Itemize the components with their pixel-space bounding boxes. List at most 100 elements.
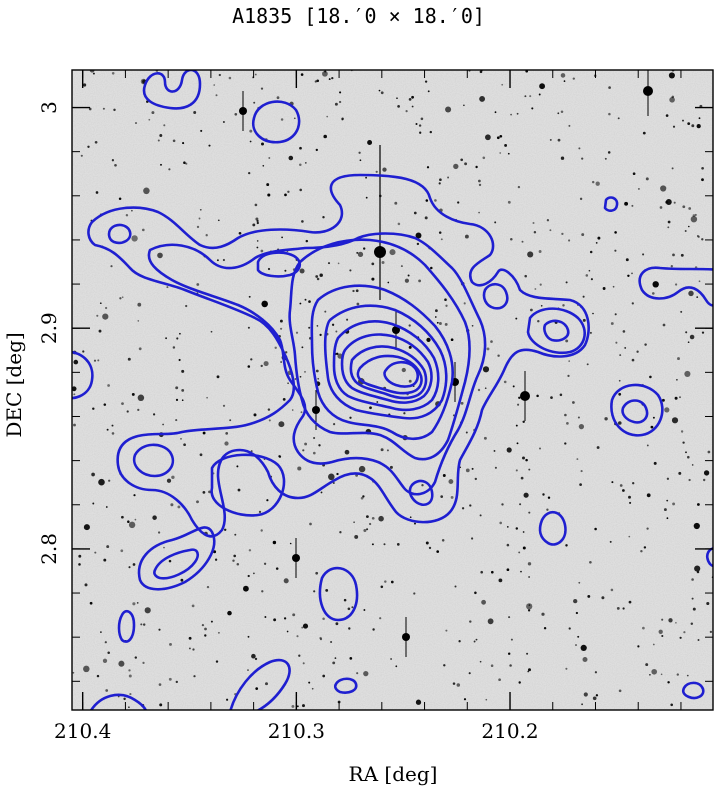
star: [703, 470, 710, 476]
star: [308, 326, 311, 329]
star: [486, 347, 490, 351]
star: [642, 131, 646, 135]
star: [355, 289, 359, 293]
star: [363, 609, 366, 611]
star: [281, 236, 283, 239]
star: [249, 129, 253, 133]
star: [693, 522, 700, 530]
star: [317, 377, 320, 380]
star: [142, 661, 145, 665]
star: [372, 628, 375, 631]
star: [371, 543, 374, 546]
star: [589, 250, 593, 254]
star: [216, 375, 220, 379]
star: [539, 283, 542, 286]
star: [590, 278, 593, 281]
star: [224, 528, 227, 531]
star: [264, 616, 267, 618]
star: [457, 201, 460, 204]
star: [447, 176, 450, 179]
star: [128, 674, 132, 678]
star: [682, 205, 686, 209]
star: [234, 533, 237, 536]
star: [97, 359, 100, 362]
star: [441, 539, 445, 542]
star: [181, 389, 185, 392]
star: [296, 635, 299, 638]
star: [312, 451, 316, 455]
star: [547, 496, 551, 499]
star: [560, 73, 566, 78]
star: [331, 76, 334, 80]
star: [253, 101, 256, 104]
star: [614, 249, 617, 252]
star: [381, 261, 385, 264]
star: [701, 166, 704, 170]
star: [595, 181, 600, 186]
star: [185, 304, 188, 308]
star: [394, 201, 398, 205]
star: [494, 466, 497, 469]
star: [222, 258, 225, 262]
star: [692, 607, 696, 611]
star: [415, 699, 422, 705]
star: [490, 570, 494, 574]
star: [527, 609, 531, 612]
star: [185, 162, 188, 165]
star: [168, 168, 171, 171]
star: [596, 446, 600, 449]
y-tick-label: 2.9: [37, 312, 61, 344]
star: [299, 375, 302, 378]
star: [127, 520, 130, 523]
star: [215, 94, 218, 97]
star: [369, 406, 372, 410]
star: [228, 76, 232, 80]
x-tick-label: 210.3: [268, 719, 325, 743]
star: [171, 475, 175, 480]
star: [111, 72, 115, 75]
star: [525, 458, 528, 462]
star: [479, 514, 482, 517]
star: [463, 302, 466, 305]
star: [524, 274, 527, 278]
star: [83, 665, 90, 673]
star: [663, 508, 667, 512]
star: [208, 144, 211, 147]
star: [450, 338, 454, 342]
star: [649, 673, 651, 676]
star: [690, 622, 694, 626]
star: [288, 155, 294, 161]
star: [256, 221, 259, 225]
star: [358, 465, 366, 473]
contour-island: [142, 70, 202, 110]
star: [285, 351, 288, 354]
contour-island: [603, 196, 619, 212]
star: [409, 516, 412, 519]
star: [123, 697, 126, 701]
contour-level-6: [332, 320, 440, 412]
star: [94, 551, 97, 554]
star: [349, 269, 352, 272]
star: [709, 630, 713, 634]
star: [298, 654, 301, 657]
star: [248, 295, 251, 298]
star: [672, 502, 676, 506]
star: [458, 640, 461, 643]
star: [104, 641, 107, 644]
star: [316, 79, 320, 83]
star: [684, 370, 691, 377]
star: [436, 550, 440, 553]
star: [366, 515, 369, 518]
star: [380, 448, 384, 452]
star: [351, 606, 354, 609]
star: [665, 114, 669, 117]
star: [320, 491, 323, 494]
star: [83, 83, 87, 87]
star: [671, 167, 674, 170]
star: [691, 464, 694, 466]
star: [640, 549, 643, 553]
star: [534, 288, 537, 290]
star: [463, 104, 465, 107]
star: [106, 428, 109, 431]
star: [557, 138, 561, 142]
